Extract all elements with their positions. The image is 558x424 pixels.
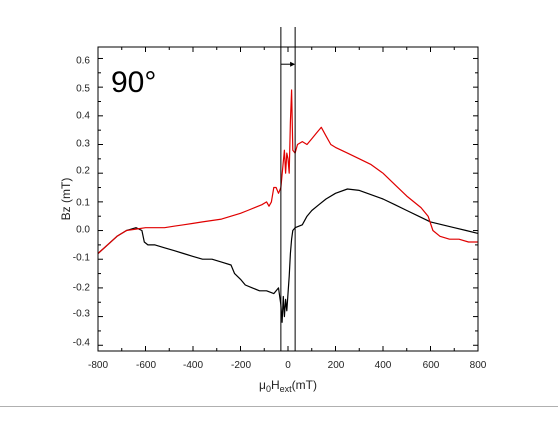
x-tick-label: -400 xyxy=(183,360,203,371)
x-axis-label: μ0Hext(mT) xyxy=(259,378,317,394)
x-tick-label: 400 xyxy=(375,360,392,371)
x-tick-label: 200 xyxy=(328,360,345,371)
x-axis-label-unit: (mT) xyxy=(292,378,317,392)
x-axis-label-subext: ext xyxy=(280,384,293,394)
y-tick-labels: 0.6 0.5 0.4 0.3 0.2 0.1 0.0 -0.1 -0.2 -0… xyxy=(73,56,91,349)
x-tick-label: 800 xyxy=(470,360,487,371)
x-axis-label-h: H xyxy=(271,378,280,392)
angle-annotation: 90° xyxy=(111,66,156,99)
series-line-0 xyxy=(97,188,479,323)
x-tick-label: 0 xyxy=(285,360,291,371)
arrow-head xyxy=(290,61,296,67)
y-tick-label: 0.1 xyxy=(76,198,90,209)
x-axis-label-sub0: 0 xyxy=(266,384,271,394)
x-tick-label: 600 xyxy=(423,360,440,371)
x-tick-labels: -800 -600 -400 -200 0 200 400 600 800 xyxy=(88,360,487,371)
y-tick-label: -0.3 xyxy=(73,309,91,320)
y-tick-label: 0.0 xyxy=(76,225,90,236)
y-tick-label: 0.5 xyxy=(76,84,90,95)
y-tick-label: 0.2 xyxy=(76,166,90,177)
bottom-divider xyxy=(0,406,558,407)
series-line-1 xyxy=(97,89,478,254)
y-tick-label: 0.6 xyxy=(76,56,90,67)
x-tick-label: -200 xyxy=(231,360,251,371)
tick-marks xyxy=(97,47,479,351)
marker-layer xyxy=(280,27,296,351)
x-tick-label: -800 xyxy=(88,360,108,371)
y-tick-label: 0.3 xyxy=(76,139,90,150)
y-axis-label: Bz (mT) xyxy=(59,178,73,221)
series-layer xyxy=(97,89,479,323)
x-axis-label-mu: μ xyxy=(259,378,266,392)
y-tick-label: 0.4 xyxy=(76,111,90,122)
x-tick-label: -600 xyxy=(136,360,156,371)
y-tick-label: -0.1 xyxy=(73,253,91,264)
y-tick-label: -0.2 xyxy=(73,283,91,294)
y-tick-label: -0.4 xyxy=(73,338,91,349)
